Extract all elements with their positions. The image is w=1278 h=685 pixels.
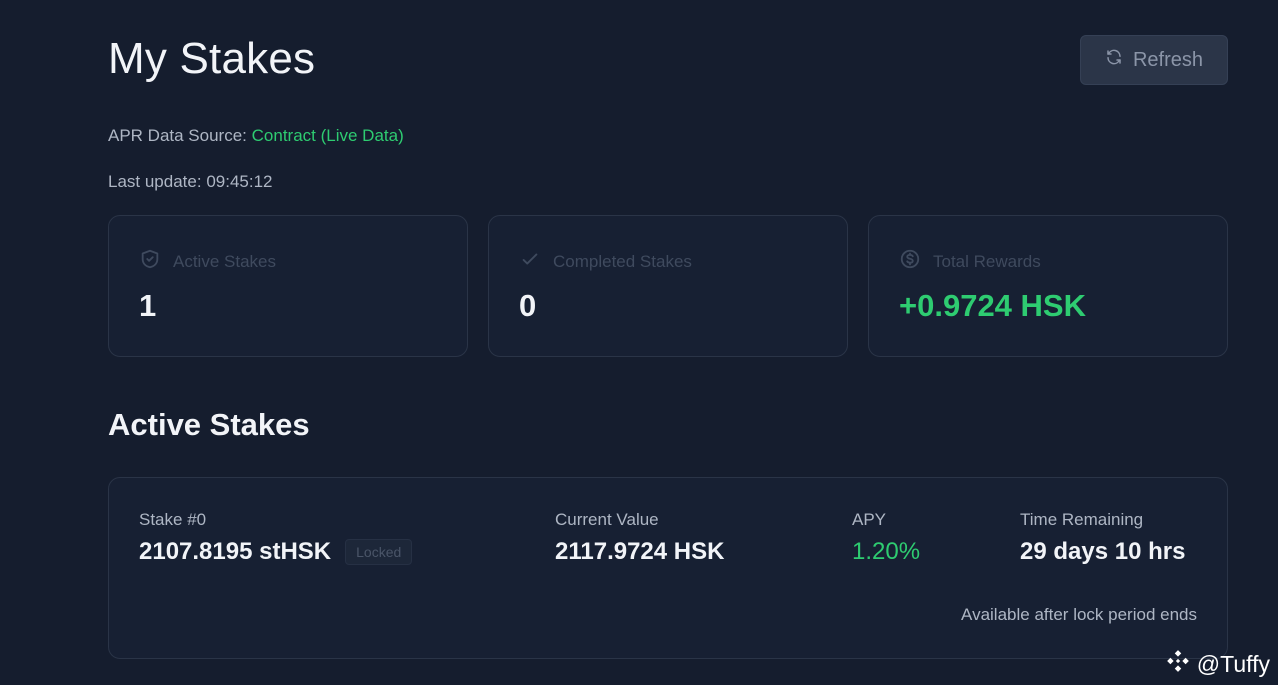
stake-item: Stake #0 2107.8195 stHSK Locked Current …	[108, 477, 1228, 659]
active-stakes-value: 1	[139, 288, 157, 323]
time-remaining-column: Time Remaining 29 days 10 hrs	[1020, 510, 1185, 566]
apy-value: 1.20%	[852, 538, 921, 565]
shield-icon	[139, 248, 161, 275]
refresh-icon	[1105, 48, 1123, 72]
completed-stakes-value: 0	[519, 288, 537, 323]
current-value-label: Current Value	[555, 510, 659, 529]
completed-stakes-card: Completed Stakes 0	[488, 215, 848, 357]
time-remaining-value: 29 days 10 hrs	[1020, 538, 1186, 565]
active-stakes-section-title: Active Stakes	[108, 407, 310, 442]
stake-info: Stake #0 2107.8195 stHSK Locked	[139, 510, 413, 566]
active-stakes-card: Active Stakes 1	[108, 215, 468, 357]
status-badge: Locked	[345, 539, 413, 565]
last-update: Last update: 09:45:12	[108, 172, 273, 192]
current-value-column: Current Value 2117.9724 HSK	[555, 510, 724, 566]
time-remaining-label: Time Remaining	[1020, 510, 1144, 529]
diamond-logo-icon	[1165, 648, 1191, 680]
apy-label: APY	[852, 510, 887, 529]
dollar-circle-icon	[899, 248, 921, 275]
last-update-value: 09:45:12	[206, 172, 273, 191]
lock-period-note: Available after lock period ends	[961, 605, 1197, 624]
watermark: @Tuffy	[1165, 648, 1270, 680]
page-title: My Stakes	[108, 34, 316, 83]
refresh-label: Refresh	[1132, 48, 1204, 71]
completed-stakes-label: Completed Stakes	[553, 251, 692, 271]
current-value: 2117.9724 HSK	[555, 538, 725, 565]
active-stakes-label: Active Stakes	[173, 251, 276, 271]
apr-source-value: Contract (Live Data)	[251, 126, 404, 145]
apr-source-label: APR Data Source:	[108, 126, 247, 145]
refresh-button[interactable]: Refresh	[1080, 35, 1228, 85]
last-update-label: Last update:	[108, 172, 202, 191]
stake-name: Stake #0	[139, 510, 207, 529]
total-rewards-label: Total Rewards	[933, 251, 1041, 271]
stake-amount: 2107.8195 stHSK	[139, 538, 332, 565]
apr-data-source: APR Data Source: Contract (Live Data)	[108, 126, 404, 146]
watermark-text: @Tuffy	[1196, 650, 1270, 677]
apy-column: APY 1.20%	[852, 510, 920, 566]
total-rewards-card: Total Rewards +0.9724 HSK	[868, 215, 1228, 357]
total-rewards-value: +0.9724 HSK	[899, 288, 1086, 323]
check-icon	[519, 248, 541, 275]
